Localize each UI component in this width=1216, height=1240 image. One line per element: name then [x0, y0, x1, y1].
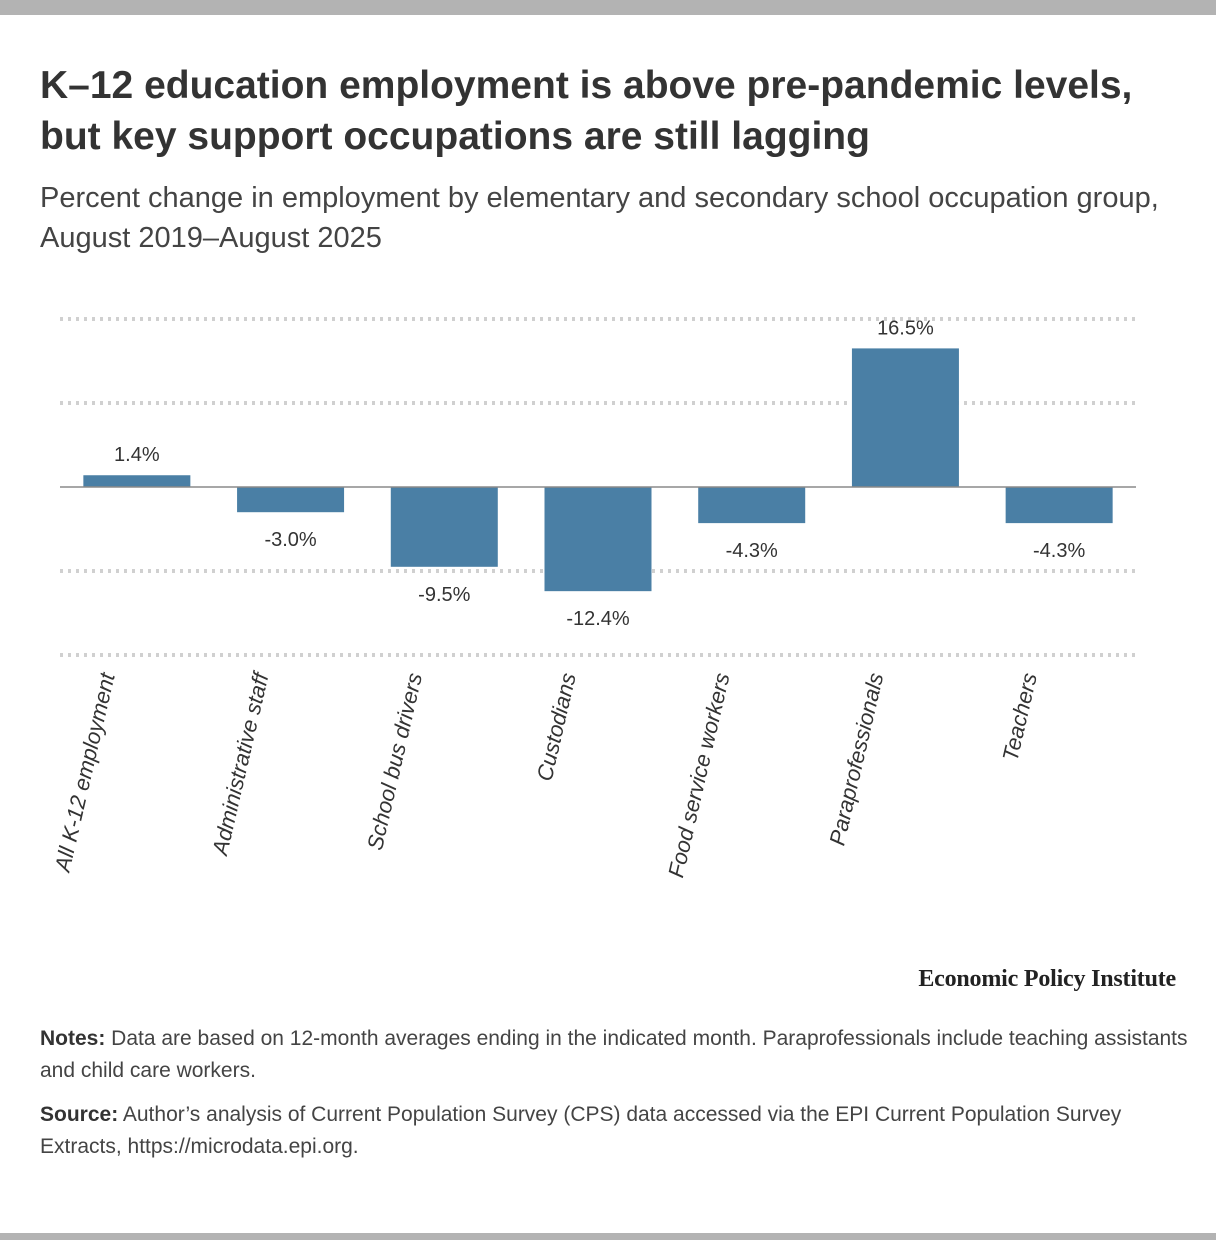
bar-value-label: -12.4%: [566, 608, 630, 630]
chart-title: K–12 education employment is above pre-p…: [40, 64, 1133, 158]
bar: [237, 487, 345, 513]
bar: [544, 487, 652, 592]
bar: [83, 475, 191, 487]
bar: [851, 348, 959, 487]
bar-value-label: -4.3%: [726, 540, 778, 562]
category-label: Food service workers: [663, 671, 734, 880]
bottom-border-bar: [0, 1233, 1216, 1240]
bar: [1005, 487, 1113, 524]
category-labels: All K-12 employment Administrative staff S…: [49, 668, 1042, 880]
source-label: Source:: [40, 1103, 119, 1126]
category-label: School bus drivers: [362, 671, 427, 853]
bars: [83, 348, 1113, 592]
category-label: Teachers: [997, 671, 1042, 764]
source-text: Author’s analysis of Current Population …: [40, 1103, 1122, 1158]
bar-value-label: 1.4%: [114, 444, 160, 466]
category-label: Administrative staff: [207, 668, 274, 859]
brand-logo-text: Economic Policy Institute: [918, 966, 1176, 992]
bar-value-label: 16.5%: [877, 317, 934, 339]
chart-subtitle: Percent change in employment by elementa…: [40, 182, 1159, 254]
bar-value-label: -3.0%: [264, 529, 316, 551]
category-label: Paraprofessionals: [824, 671, 888, 848]
notes: Notes: Data are based on 12-month averag…: [40, 1023, 1190, 1087]
bar: [698, 487, 806, 524]
category-label: Custodians: [532, 671, 581, 784]
top-border-bar: [0, 0, 1216, 15]
source: Source: Author’s analysis of Current Pop…: [40, 1099, 1190, 1163]
bar-value-label: -9.5%: [418, 584, 470, 606]
bar-chart: 1.4% -3.0% -9.5% -12.4% -4.3% 16.5% -4.3% All …: [49, 317, 1136, 880]
notes-text: Data are based on 12-month averages endi…: [40, 1027, 1188, 1082]
value-labels: 1.4% -3.0% -9.5% -12.4% -4.3% 16.5% -4.3%: [114, 317, 1085, 630]
bar-value-label: -4.3%: [1033, 540, 1085, 562]
category-label: All K-12 employment: [49, 670, 120, 876]
notes-label: Notes:: [40, 1027, 106, 1050]
bar: [390, 487, 498, 567]
